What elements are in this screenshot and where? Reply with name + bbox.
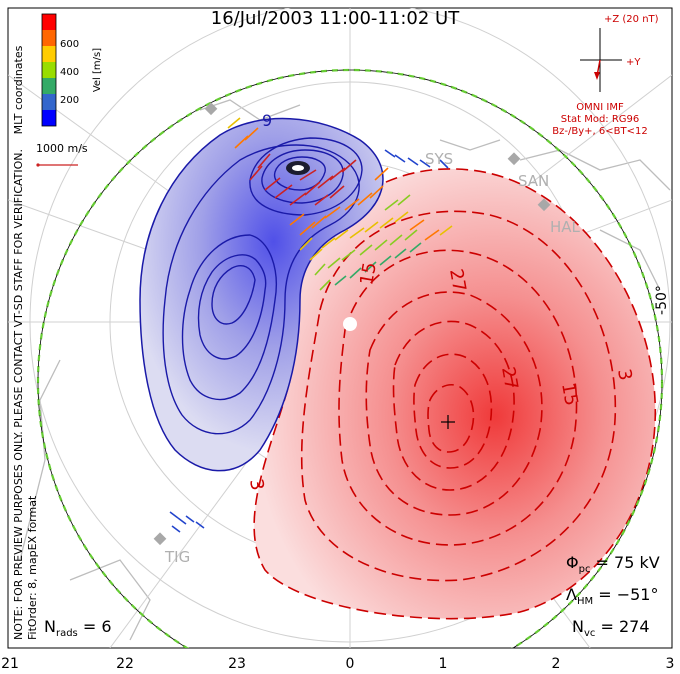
contour-label: 9: [262, 111, 272, 130]
contour-label: 3: [613, 367, 636, 382]
contour-label: 27: [497, 365, 522, 391]
magnetic-pole-marker: [343, 317, 357, 331]
colorbar-tick: 400: [60, 67, 79, 78]
fit-order-note: FitOrder: 8, mapEX format: [26, 495, 39, 640]
station-label: HAL: [550, 218, 581, 236]
station-label: SYS: [425, 150, 453, 168]
station-label: SAN: [518, 172, 549, 190]
imf-bin: Bz-/By+, 6<BT<12: [552, 126, 647, 137]
positive-potential-cell: [253, 168, 657, 620]
colorbar-label: Vel [m/s]: [92, 48, 103, 92]
imf-y-label: +Y: [626, 57, 641, 68]
coastlines: [19, 99, 671, 641]
mlt-tick: 0: [346, 656, 355, 672]
contour-label: 15: [557, 381, 582, 407]
negative-potential-cell: [139, 117, 384, 472]
contour-label: 3: [245, 477, 268, 492]
hmb-latitude: ΛHM = −51°: [566, 585, 658, 607]
velocity-vectors: [169, 117, 453, 533]
contour-label: 27: [445, 267, 470, 293]
imf-stat-model: Stat Mod: RG96: [561, 114, 640, 125]
imf-clock-dial: +Z (20 nT) +Y OMNI IMF Stat Mod: RG96 Bz…: [552, 14, 658, 137]
mlt-tick: 3: [666, 656, 675, 672]
contour-label: 15: [356, 261, 381, 287]
station-label: TIG: [164, 548, 190, 566]
velocity-colorbar: 600 400 200 Vel [m/s]: [41, 13, 103, 127]
mlt-tick: 22: [116, 656, 134, 672]
imf-z-label: +Z (20 nT): [604, 14, 659, 25]
preview-note: NOTE: FOR PREVIEW PURPOSES ONLY. PLEASE …: [12, 149, 25, 640]
vector-count: Nvc = 274: [572, 617, 650, 639]
imf-source: OMNI IMF: [576, 102, 624, 113]
latitude-label: -50°: [654, 285, 670, 315]
colorbar-tick: 600: [60, 39, 79, 50]
scale-vector-label: 1000 m/s: [36, 142, 88, 155]
mlt-tick: 1: [439, 656, 448, 672]
radar-count: Nrads = 6: [44, 617, 112, 639]
map-title: 16/Jul/2003 11:00-11:02 UT: [211, 8, 460, 29]
mlt-tick: 21: [1, 656, 19, 672]
colorbar-tick: 200: [60, 95, 79, 106]
mlt-tick: 23: [228, 656, 246, 672]
coordinate-system-label: MLT coordinates: [12, 45, 25, 134]
cross-polar-cap-potential: Φpc = 75 kV: [566, 553, 660, 575]
mlt-tick: 2: [552, 656, 561, 672]
mlt-axis: 21 22 23 0 1 2 3: [1, 656, 674, 672]
